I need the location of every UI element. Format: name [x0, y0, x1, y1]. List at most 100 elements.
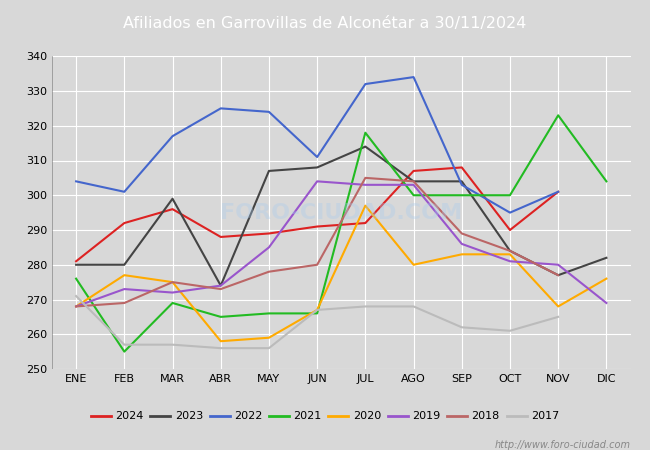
Legend: 2024, 2023, 2022, 2021, 2020, 2019, 2018, 2017: 2024, 2023, 2022, 2021, 2020, 2019, 2018…	[86, 407, 564, 426]
2023	[72, 262, 80, 267]
2017	[554, 314, 562, 319]
2022	[72, 179, 80, 184]
2021	[168, 300, 176, 306]
2023	[603, 255, 610, 261]
2021	[72, 276, 80, 281]
2020	[120, 272, 128, 278]
Line: 2017: 2017	[76, 296, 558, 348]
2021	[313, 310, 321, 316]
2020	[603, 276, 610, 281]
2023	[506, 248, 514, 253]
2022	[168, 134, 176, 139]
2018	[313, 262, 321, 267]
2018	[120, 300, 128, 306]
2023	[313, 165, 321, 170]
2018	[217, 286, 225, 292]
2022	[313, 154, 321, 160]
2018	[410, 179, 417, 184]
2017	[120, 342, 128, 347]
2020	[265, 335, 273, 341]
2024	[265, 231, 273, 236]
2024	[361, 220, 369, 226]
2023	[554, 272, 562, 278]
2021	[554, 112, 562, 118]
Text: Afiliados en Garrovillas de Alconétar a 30/11/2024: Afiliados en Garrovillas de Alconétar a …	[124, 16, 526, 31]
2024	[554, 189, 562, 194]
2020	[168, 279, 176, 285]
2020	[410, 262, 417, 267]
2017	[361, 304, 369, 309]
2024	[72, 259, 80, 264]
2018	[506, 248, 514, 253]
Line: 2018: 2018	[76, 178, 558, 306]
Line: 2021: 2021	[76, 115, 606, 351]
2020	[506, 252, 514, 257]
2017	[410, 304, 417, 309]
Text: FORO-CIUDAD.COM: FORO-CIUDAD.COM	[220, 202, 462, 223]
Line: 2019: 2019	[76, 181, 606, 306]
2019	[506, 259, 514, 264]
2017	[72, 293, 80, 299]
Text: http://www.foro-ciudad.com: http://www.foro-ciudad.com	[495, 440, 630, 450]
2017	[217, 346, 225, 351]
2024	[168, 207, 176, 212]
2022	[265, 109, 273, 115]
2021	[603, 179, 610, 184]
2023	[361, 144, 369, 149]
Line: 2023: 2023	[76, 147, 606, 286]
2021	[265, 310, 273, 316]
2019	[72, 304, 80, 309]
2017	[506, 328, 514, 333]
2018	[168, 279, 176, 285]
2020	[217, 338, 225, 344]
2020	[313, 307, 321, 313]
2024	[458, 165, 465, 170]
2022	[120, 189, 128, 194]
2019	[168, 290, 176, 295]
2023	[458, 179, 465, 184]
2019	[265, 245, 273, 250]
2023	[120, 262, 128, 267]
2021	[506, 193, 514, 198]
2017	[458, 324, 465, 330]
2018	[265, 269, 273, 274]
Line: 2020: 2020	[76, 206, 606, 341]
2021	[120, 349, 128, 354]
2017	[313, 307, 321, 313]
2022	[361, 81, 369, 87]
2017	[265, 346, 273, 351]
2018	[554, 272, 562, 278]
2021	[410, 193, 417, 198]
2024	[120, 220, 128, 226]
2018	[72, 304, 80, 309]
2021	[361, 130, 369, 135]
Line: 2024: 2024	[76, 167, 558, 261]
2023	[168, 196, 176, 202]
2022	[217, 106, 225, 111]
2023	[265, 168, 273, 174]
2018	[458, 231, 465, 236]
2024	[217, 234, 225, 240]
2019	[217, 283, 225, 288]
2022	[554, 189, 562, 194]
2018	[361, 175, 369, 180]
2019	[361, 182, 369, 188]
2019	[603, 300, 610, 306]
2021	[217, 314, 225, 319]
2023	[217, 283, 225, 288]
2020	[458, 252, 465, 257]
2019	[120, 286, 128, 292]
2023	[410, 179, 417, 184]
2019	[458, 241, 465, 247]
2022	[458, 182, 465, 188]
2017	[168, 342, 176, 347]
2020	[361, 203, 369, 208]
2020	[554, 304, 562, 309]
2024	[506, 227, 514, 233]
2020	[72, 304, 80, 309]
2021	[458, 193, 465, 198]
2019	[554, 262, 562, 267]
2024	[410, 168, 417, 174]
Line: 2022: 2022	[76, 77, 558, 213]
2022	[410, 74, 417, 80]
